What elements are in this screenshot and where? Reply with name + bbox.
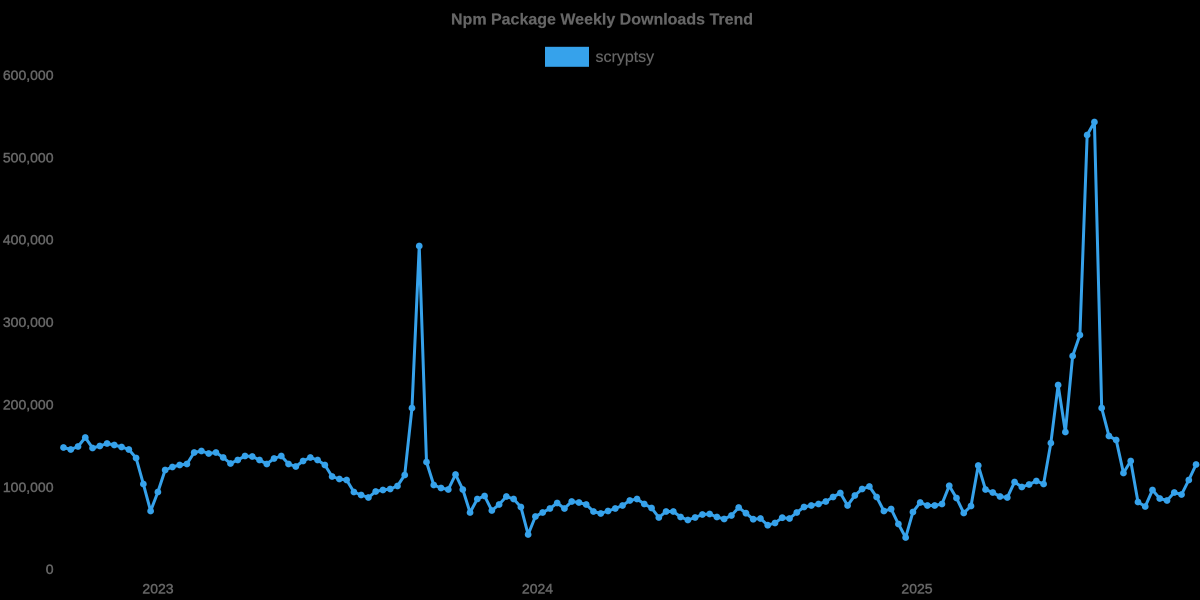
svg-text:400,000: 400,000 — [3, 232, 54, 248]
svg-text:2023: 2023 — [142, 580, 173, 596]
svg-text:300,000: 300,000 — [3, 314, 54, 330]
svg-text:500,000: 500,000 — [3, 149, 54, 165]
svg-text:600,000: 600,000 — [3, 67, 54, 83]
svg-text:100,000: 100,000 — [3, 479, 54, 495]
svg-text:2025: 2025 — [901, 580, 932, 596]
svg-text:0: 0 — [46, 561, 54, 577]
svg-text:Npm Package Weekly Downloads T: Npm Package Weekly Downloads Trend — [451, 12, 753, 29]
svg-text:scryptsy: scryptsy — [596, 49, 655, 66]
svg-text:200,000: 200,000 — [3, 397, 54, 413]
svg-text:2024: 2024 — [522, 580, 553, 596]
